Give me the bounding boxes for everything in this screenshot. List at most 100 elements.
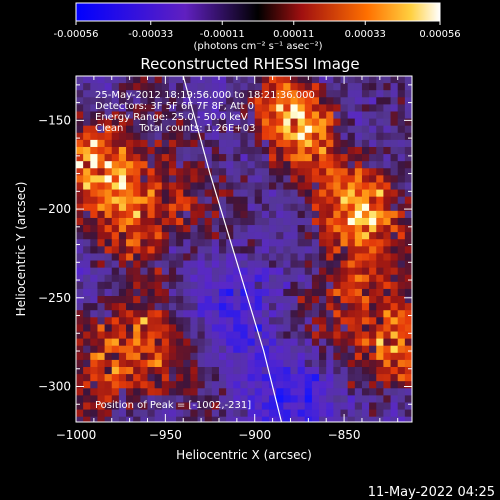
heatmap-cell (190, 90, 198, 98)
heatmap-cell (76, 281, 84, 290)
heatmap-cell (226, 161, 234, 169)
heatmap-cell (204, 111, 213, 119)
heatmap-cell (376, 274, 384, 283)
heatmap-cell (226, 189, 234, 198)
heatmap-cell (104, 232, 113, 240)
heatmap-cell (240, 274, 248, 283)
heatmap-cell (340, 189, 349, 198)
heatmap-cell (118, 175, 127, 183)
heatmap-cell (383, 90, 391, 98)
heatmap-cell (261, 246, 270, 254)
heatmap-cell (97, 260, 105, 269)
heatmap-cell (390, 118, 399, 127)
heatmap-cell (90, 182, 98, 190)
heatmap-cell (147, 239, 156, 247)
heatmap-cell (140, 296, 148, 304)
heatmap-cell (269, 331, 277, 340)
heatmap-cell (340, 381, 349, 389)
heatmap-cell (140, 111, 148, 119)
heatmap-cell (211, 381, 220, 389)
heatmap-cell (369, 281, 377, 290)
heatmap-cell (333, 175, 341, 183)
heatmap-cell (347, 317, 356, 325)
heatmap-cell (197, 374, 206, 382)
heatmap-cell (311, 168, 320, 176)
heatmap-cell (369, 225, 377, 233)
heatmap-cell (404, 395, 412, 403)
heatmap-cell (168, 175, 177, 183)
heatmap-cell (83, 260, 91, 269)
heatmap-cell (354, 402, 363, 410)
heatmap-cell (233, 324, 241, 332)
heatmap-cell (269, 260, 277, 269)
heatmap-cell (297, 210, 306, 219)
heatmap-cell (211, 345, 220, 354)
heatmap-cell (383, 118, 391, 127)
heatmap-cell (311, 267, 320, 276)
heatmap-cell (347, 274, 356, 283)
heatmap-cell (140, 267, 148, 276)
heatmap-cell (90, 352, 98, 361)
heatmap-cell (247, 76, 256, 84)
heatmap-cell (319, 338, 327, 347)
heatmap-cell (361, 239, 370, 247)
heatmap-cell (319, 260, 327, 269)
heatmap-cell (326, 246, 334, 254)
heatmap-cell (218, 246, 227, 254)
heatmap-cell (211, 104, 220, 112)
heatmap-cell (240, 125, 248, 134)
heatmap-cell (347, 182, 356, 190)
heatmap-cell (354, 281, 363, 290)
heatmap-cell (397, 303, 406, 311)
heatmap-cell (397, 83, 406, 91)
heatmap-cell (126, 189, 134, 198)
heatmap-cell (354, 260, 363, 269)
heatmap-cell (333, 253, 341, 261)
heatmap-cell (76, 146, 84, 155)
heatmap-cell (183, 217, 191, 226)
heatmap-cell (104, 317, 113, 325)
heatmap-cell (233, 161, 241, 169)
heatmap-cell (261, 210, 270, 219)
heatmap-cell (376, 217, 384, 226)
heatmap-cell (276, 83, 284, 91)
heatmap-cell (326, 161, 334, 169)
heatmap-cell (261, 338, 270, 347)
heatmap-cell (90, 253, 98, 261)
heatmap-cell (233, 146, 241, 155)
heatmap-cell (90, 402, 98, 410)
heatmap-cell (354, 210, 363, 219)
heatmap-cell (211, 146, 220, 155)
heatmap-cell (133, 409, 141, 418)
heatmap-cell (240, 175, 248, 183)
heatmap-cell (333, 246, 341, 254)
heatmap-cell (183, 210, 191, 219)
heatmap-cell (133, 324, 141, 332)
heatmap-cell (133, 395, 141, 403)
heatmap-cell (204, 217, 213, 226)
heatmap-cell (319, 359, 327, 368)
heatmap-cell (111, 210, 120, 219)
heatmap-cell (261, 111, 270, 119)
heatmap-cell (319, 374, 327, 382)
heatmap-cell (104, 253, 113, 261)
heatmap-cell (183, 239, 191, 247)
heatmap-cell (404, 366, 412, 375)
heatmap-cell (369, 303, 377, 311)
heatmap-cell (340, 260, 349, 269)
heatmap-cell (212, 424, 220, 432)
heatmap-cell (261, 232, 270, 240)
heatmap-cell (176, 374, 184, 382)
heatmap-cell (204, 402, 213, 410)
heatmap-cell (111, 161, 120, 169)
heatmap-cell (111, 366, 120, 375)
heatmap-cell (261, 182, 270, 190)
heatmap-cell (112, 424, 120, 432)
heatmap-cell (283, 310, 291, 318)
heatmap-cell (211, 246, 220, 254)
heatmap-cell (304, 253, 313, 261)
heatmap-cell (233, 381, 241, 389)
heatmap-cell (154, 296, 163, 304)
heatmap-cell (304, 189, 313, 198)
heatmap-cell (233, 239, 241, 247)
